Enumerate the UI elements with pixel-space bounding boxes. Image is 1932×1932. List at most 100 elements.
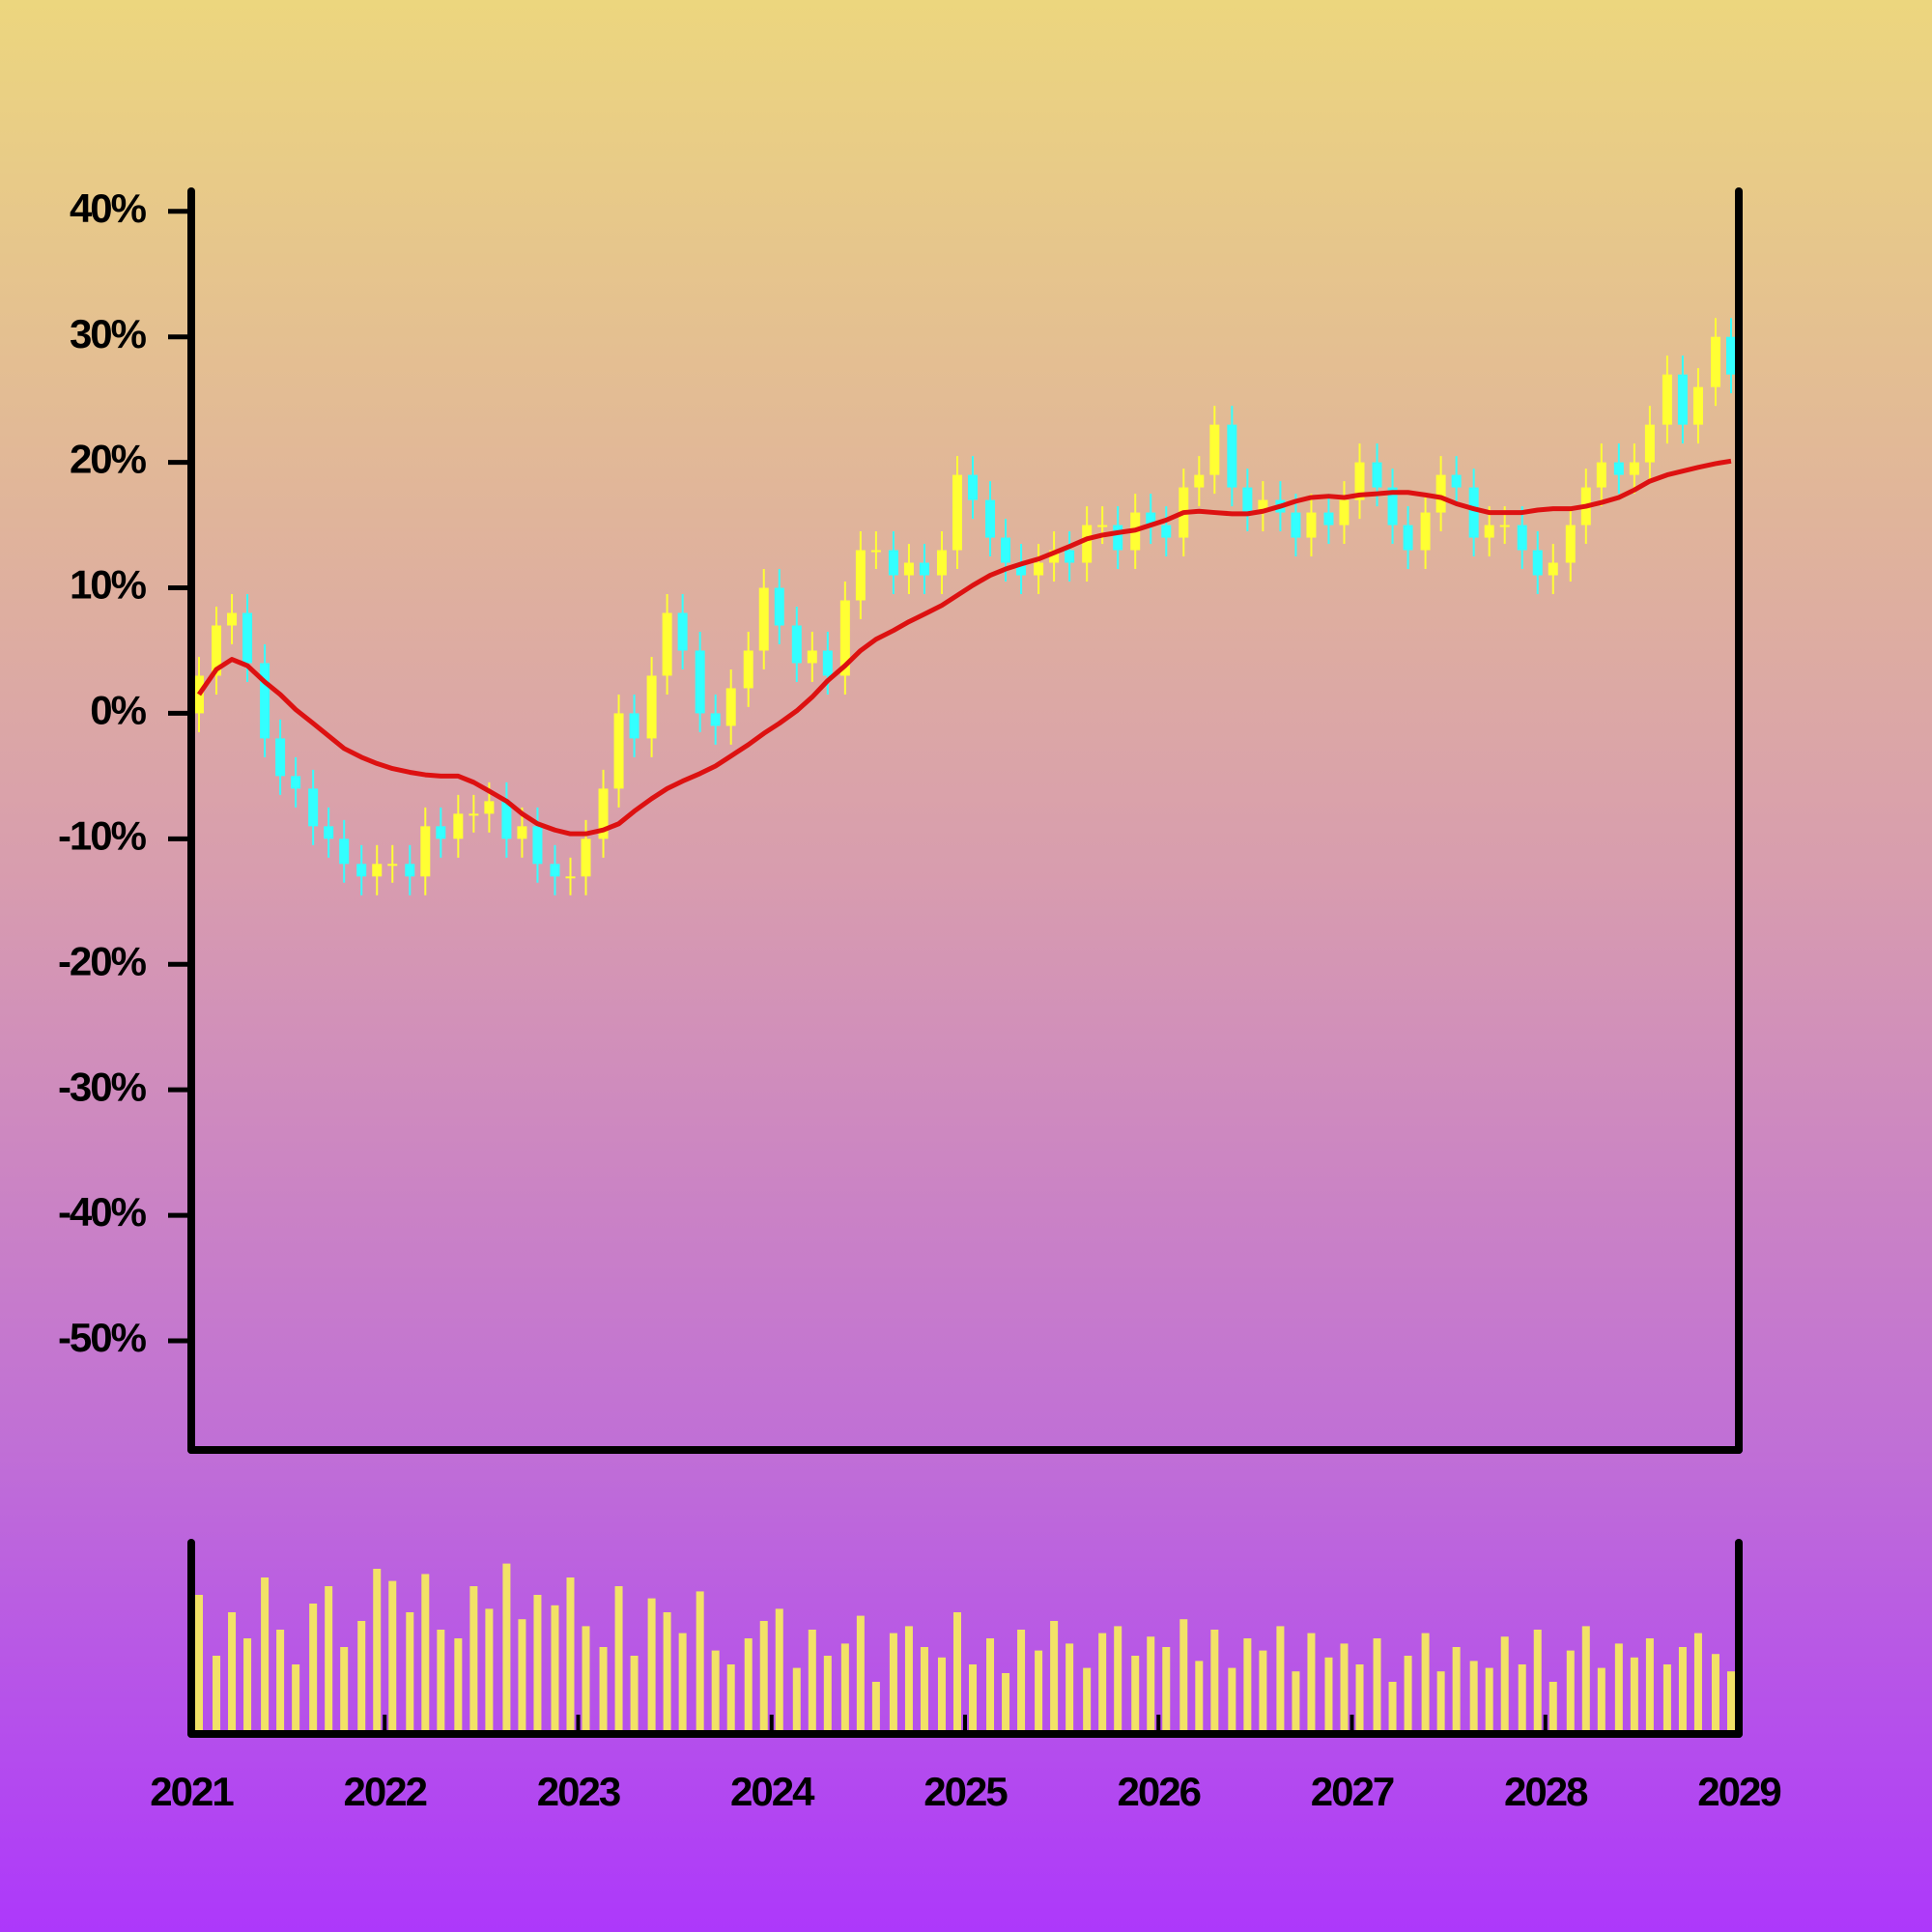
volume-bar (309, 1604, 318, 1734)
volume-bar (1147, 1636, 1155, 1734)
volume-bar (889, 1633, 897, 1734)
volume-bar (1259, 1650, 1267, 1734)
candle-body (1097, 525, 1108, 527)
candle-body (453, 813, 464, 839)
y-tick-label: 20% (70, 437, 147, 482)
x-tick-label: 2022 (344, 1769, 427, 1814)
candle-body (227, 612, 238, 626)
candle-body (1644, 424, 1655, 463)
candle-body (839, 600, 850, 676)
volume-bar (1518, 1664, 1526, 1734)
volume-bar (1340, 1643, 1349, 1734)
candle-body (646, 675, 657, 739)
volume-bar (937, 1657, 946, 1734)
candle-body (405, 864, 415, 877)
volume-bar (696, 1591, 704, 1734)
volume-bar (678, 1633, 687, 1734)
volume-bar (1355, 1664, 1364, 1734)
candle-body (324, 826, 334, 839)
volume-bar (454, 1638, 463, 1734)
volume-bar (1195, 1661, 1204, 1734)
candle-body (1532, 550, 1543, 576)
candle-body (1354, 462, 1365, 500)
volume-bar (518, 1619, 526, 1734)
volume-bar (808, 1630, 816, 1734)
candle-body (1484, 525, 1494, 538)
volume-bar (325, 1586, 333, 1734)
y-tick-label: 0% (90, 688, 146, 733)
volume-bar (1452, 1647, 1461, 1734)
volume-bar (1243, 1638, 1252, 1734)
volume-bar (1276, 1626, 1285, 1734)
x-tick-label: 2029 (1697, 1769, 1780, 1814)
candle-body (919, 562, 929, 576)
volume-bar (1630, 1657, 1638, 1734)
candle-body (1403, 525, 1413, 551)
candle-body (212, 625, 222, 676)
candle-body (662, 612, 672, 676)
volume-bar (1065, 1643, 1074, 1734)
x-tick-label: 2021 (150, 1769, 234, 1814)
volume-bar (986, 1638, 995, 1734)
volume-bar (775, 1608, 783, 1734)
candle-body (710, 713, 721, 726)
candle-body (1420, 512, 1431, 551)
candle-body (985, 499, 996, 538)
volume-bar (1114, 1626, 1122, 1734)
x-tick-label: 2028 (1504, 1769, 1588, 1814)
volume-bar (469, 1586, 478, 1734)
candle-body (774, 587, 784, 626)
y-tick-label: -20% (58, 938, 147, 983)
x-tick-label: 2024 (730, 1769, 815, 1814)
candle-body (1451, 474, 1462, 488)
volume-bar (1292, 1671, 1300, 1734)
volume-bar (1035, 1650, 1043, 1734)
candle-body (1565, 525, 1576, 563)
volume-bar (1614, 1643, 1623, 1734)
volume-bar (1050, 1621, 1059, 1734)
candle-body (936, 550, 947, 576)
volume-bar (1307, 1633, 1316, 1734)
candle-body (1016, 562, 1027, 576)
x-tick-label: 2027 (1311, 1769, 1394, 1814)
volume-bar (952, 1612, 961, 1734)
candle-body (1629, 462, 1639, 475)
volume-bar (1645, 1638, 1654, 1734)
volume-bar (1726, 1671, 1735, 1734)
candle-body (1662, 374, 1672, 425)
volume-bar (1373, 1638, 1381, 1734)
y-tick-label: 10% (70, 562, 147, 608)
candle-body (1725, 336, 1736, 375)
volume-bar (533, 1595, 542, 1734)
volume-bar (485, 1608, 494, 1734)
volume-bar (1436, 1671, 1445, 1734)
volume-bar (195, 1595, 204, 1734)
volume-bar (840, 1643, 849, 1734)
x-tick-label: 2026 (1118, 1769, 1201, 1814)
y-tick-label: -40% (58, 1189, 147, 1235)
candle-body (1258, 499, 1268, 513)
candle-body (758, 587, 769, 651)
candle-body (677, 612, 688, 651)
candle-body (870, 550, 881, 553)
volume-bar (1017, 1630, 1026, 1734)
volume-bar (711, 1650, 720, 1734)
volume-bar (1581, 1626, 1590, 1734)
candle-body (1372, 462, 1382, 488)
candle-body (968, 474, 979, 500)
candle-body (1499, 525, 1510, 527)
candle-body (1548, 562, 1558, 576)
candle-body (695, 650, 705, 714)
volume-bar (871, 1682, 880, 1734)
candle-body (356, 864, 367, 877)
volume-bar (1500, 1636, 1509, 1734)
candle-body (1710, 336, 1720, 387)
volume-bar (1083, 1667, 1092, 1734)
candle-body (1291, 512, 1301, 538)
volume-bar (647, 1598, 656, 1734)
y-tick-label: 30% (70, 311, 147, 356)
candle-body (1435, 474, 1446, 513)
volume-bar (1548, 1682, 1557, 1734)
volume-bar (421, 1574, 430, 1734)
